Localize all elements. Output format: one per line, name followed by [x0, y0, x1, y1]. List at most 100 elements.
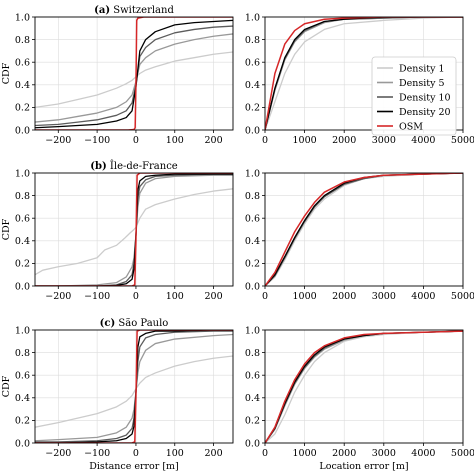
series-line-osm: [265, 330, 463, 443]
ticks: [32, 16, 214, 133]
series-line-density-20: [265, 330, 463, 443]
y-tick-label: 0.6: [15, 58, 30, 69]
x-tick-label: 100: [166, 135, 184, 146]
series-group: [265, 173, 463, 286]
y-axis-label: CDF: [1, 62, 12, 84]
x-tick-label: 100: [166, 291, 184, 302]
axes-frame: [34, 172, 234, 287]
x-tick-label: 2000: [332, 448, 356, 459]
legend-label: Density 20: [399, 107, 451, 118]
axes-frame: [34, 329, 234, 444]
x-tick-label: 4000: [411, 135, 435, 146]
ticks: [262, 172, 464, 289]
panel-title: (b) Île-de-France: [90, 160, 178, 172]
y-tick-label: 1.0: [15, 325, 30, 336]
ticks: [262, 329, 464, 446]
y-tick-label: 0.8: [15, 191, 30, 202]
x-tick-label: 0: [133, 448, 139, 459]
series-line-density-1: [35, 188, 233, 276]
y-tick-label: 1.0: [15, 168, 30, 179]
legend-label: OSM: [399, 121, 423, 132]
panel-title: (c) São Paulo: [100, 318, 169, 329]
x-tick-label: 0: [262, 135, 268, 146]
y-tick-label: 0.8: [245, 348, 260, 359]
y-tick-label: 0.4: [15, 393, 30, 404]
y-tick-label: 0.0: [15, 125, 30, 136]
series-line-osm: [35, 17, 233, 130]
y-tick-label: 0.4: [245, 236, 260, 247]
y-tick-label: 0.0: [15, 281, 30, 292]
y-tick-label: 0.4: [15, 236, 30, 247]
x-tick-label: 3000: [372, 291, 396, 302]
y-tick-label: 0.4: [245, 80, 260, 91]
grid: [264, 172, 464, 287]
series-line-density-1: [265, 330, 463, 443]
legend-box: [371, 56, 457, 136]
legend: Density 1 Density 5 Density 10 Density 20 OS…: [371, 56, 457, 136]
x-tick-label: 200: [205, 291, 223, 302]
y-tick-label: 0.2: [245, 416, 260, 427]
x-axis-label: Distance error [m]: [89, 461, 179, 472]
x-tick-label: 2000: [332, 135, 356, 146]
x-tick-label: 0: [133, 291, 139, 302]
x-tick-label: −100: [84, 135, 110, 146]
x-tick-label: 5000: [451, 135, 474, 146]
grid: [35, 16, 233, 131]
y-tick-label: 0.8: [15, 348, 30, 359]
x-tick-label: 5000: [451, 448, 474, 459]
series-group: [265, 17, 463, 130]
series-group: [35, 17, 233, 130]
x-tick-label: −100: [84, 448, 110, 459]
y-tick-label: 0.8: [15, 35, 30, 46]
axes-frame: [34, 16, 234, 131]
y-tick-label: 1.0: [15, 12, 30, 23]
y-tick-label: 0.2: [15, 103, 30, 114]
x-tick-label: 1000: [293, 291, 317, 302]
y-tick-label: 0.0: [245, 281, 260, 292]
panel-1: −200 −100 0 100 200 0.0 0.2 0.4 0.6 0.8 1.0 CDF (a) …: [1, 5, 234, 146]
series-line-density-20: [35, 19, 233, 129]
series-group: [35, 173, 233, 286]
x-tick-label: 4000: [411, 448, 435, 459]
y-tick-label: 0.2: [15, 259, 30, 270]
series-line-osm: [265, 173, 463, 286]
series-line-density-20: [35, 330, 233, 443]
x-tick-label: 0: [262, 291, 268, 302]
series-line-density-1: [265, 173, 463, 286]
legend-label: Density 10: [399, 92, 451, 103]
panel-2: 0 1000 2000 3000 4000 5000 0.0 0.2 0.4 0.6 0.8 1.0 D…: [245, 12, 474, 146]
ticks: [32, 172, 214, 289]
panel-5: −200 −100 0 100 200 0.0 0.2 0.4 0.6 0.8 1.0 CDF Dist…: [1, 318, 234, 472]
panel-3: −200 −100 0 100 200 0.0 0.2 0.4 0.6 0.8 1.0 CDF (b) …: [1, 160, 234, 302]
series-line-density-20: [265, 173, 463, 286]
y-tick-label: 0.0: [245, 125, 260, 136]
series-group: [265, 330, 463, 443]
x-tick-label: 1000: [293, 448, 317, 459]
x-axis-label: Location error [m]: [319, 461, 408, 472]
y-tick-label: 1.0: [245, 325, 260, 336]
panel-6: 0 1000 2000 3000 4000 5000 0.0 0.2 0.4 0.6 0.8 1.0 L…: [245, 325, 474, 472]
panel-title: (a) Switzerland: [94, 5, 174, 16]
legend-label: Density 1: [399, 63, 445, 74]
x-tick-label: 100: [166, 448, 184, 459]
x-tick-label: 3000: [372, 135, 396, 146]
y-tick-label: 0.6: [15, 214, 30, 225]
axes-frame: [264, 16, 464, 131]
x-tick-label: 4000: [411, 291, 435, 302]
grid: [264, 329, 464, 444]
x-tick-label: −200: [45, 135, 71, 146]
legend-label: Density 5: [399, 78, 445, 89]
y-tick-label: 0.4: [15, 80, 30, 91]
x-tick-label: 3000: [372, 448, 396, 459]
series-line-density-1: [265, 17, 463, 130]
y-tick-label: 0.0: [15, 438, 30, 449]
x-tick-label: 0: [133, 135, 139, 146]
ticks: [32, 329, 214, 446]
axes-frame: [264, 329, 464, 444]
x-tick-label: 0: [262, 448, 268, 459]
x-tick-label: −200: [45, 291, 71, 302]
y-tick-label: 0.6: [245, 58, 260, 69]
y-tick-label: 0.6: [245, 371, 260, 382]
series-line-osm: [35, 173, 233, 286]
